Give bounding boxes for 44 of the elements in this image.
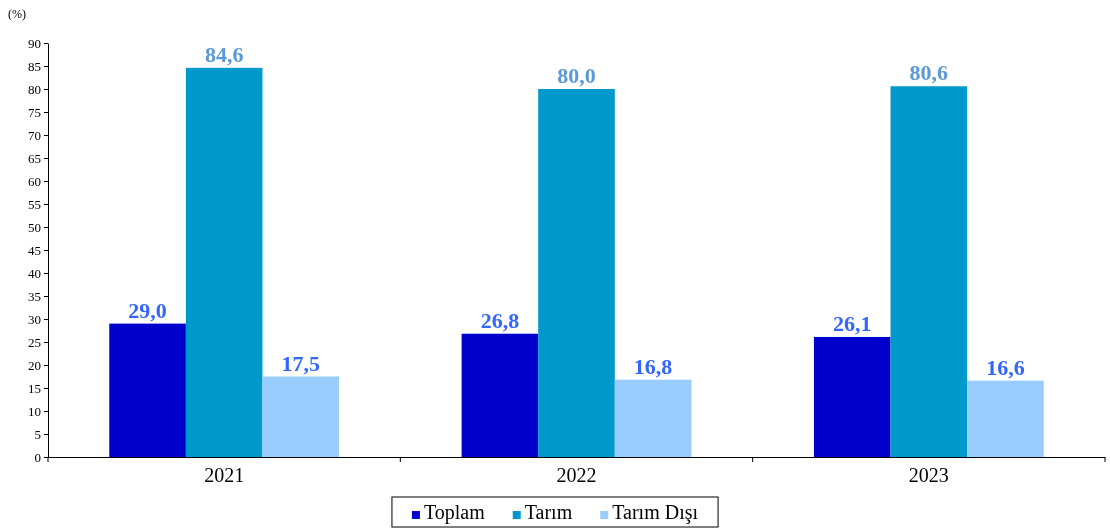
y-tick-label: 60 bbox=[28, 173, 41, 189]
data-label: 29,0 bbox=[128, 297, 167, 323]
data-label: 16,6 bbox=[986, 354, 1025, 380]
data-label: 26,8 bbox=[480, 307, 520, 333]
y-tick-label: 85 bbox=[28, 58, 41, 74]
bar bbox=[109, 323, 186, 457]
bar bbox=[890, 86, 968, 457]
bar bbox=[185, 67, 263, 457]
data-label: 17,5 bbox=[281, 350, 321, 376]
y-tick-label: 5 bbox=[34, 426, 41, 442]
data-label: 80,6 bbox=[909, 60, 949, 86]
y-tick-label: 45 bbox=[28, 242, 41, 258]
bar bbox=[813, 336, 891, 457]
y-tick-label: 35 bbox=[28, 288, 41, 304]
y-axis-title: (%) bbox=[8, 7, 26, 21]
data-label: 26,1 bbox=[832, 310, 872, 336]
y-tick-label: 25 bbox=[28, 334, 41, 350]
legend-label: Toplam bbox=[423, 501, 486, 524]
x-tick-label: 2021 bbox=[204, 464, 245, 486]
y-tick-label: 80 bbox=[28, 81, 41, 97]
data-label: 80,0 bbox=[557, 63, 596, 88]
y-tick-label: 30 bbox=[28, 311, 41, 327]
bar bbox=[538, 89, 615, 457]
bar bbox=[614, 379, 692, 457]
legend-label: Tarım Dışı bbox=[612, 501, 699, 524]
y-tick-label: 20 bbox=[28, 357, 41, 373]
bar bbox=[967, 380, 1044, 457]
y-tick-label: 70 bbox=[28, 127, 41, 143]
y-tick-label: 10 bbox=[28, 403, 41, 419]
y-tick-label: 65 bbox=[28, 150, 41, 166]
bar bbox=[461, 333, 539, 457]
y-tick-label: 0 bbox=[34, 449, 41, 465]
y-tick-label: 15 bbox=[28, 380, 41, 396]
bar bbox=[262, 376, 340, 457]
y-tick-label: 40 bbox=[28, 265, 41, 281]
x-tick-label: 2022 bbox=[556, 464, 597, 486]
y-tick-label: 55 bbox=[28, 196, 41, 212]
x-tick-label: 2023 bbox=[908, 464, 949, 486]
legend-label: Tarım bbox=[524, 501, 573, 523]
data-label: 16,8 bbox=[633, 353, 673, 379]
y-tick-label: 75 bbox=[28, 104, 41, 120]
y-tick-label: 90 bbox=[28, 35, 41, 51]
y-tick-label: 50 bbox=[28, 219, 41, 235]
data-label: 84,6 bbox=[204, 41, 244, 67]
